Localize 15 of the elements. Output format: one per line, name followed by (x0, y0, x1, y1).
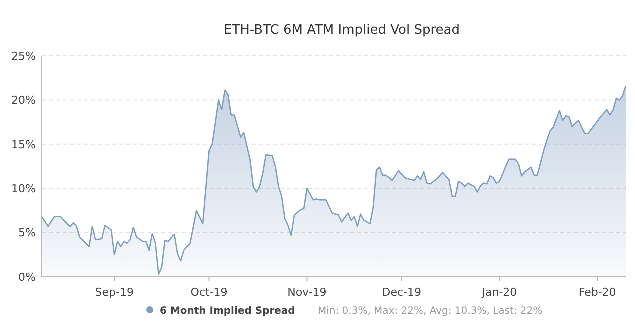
x-tick-label: Jan-20 (481, 286, 518, 299)
y-tick-label: 10% (12, 182, 36, 196)
x-tick-label: Dec-19 (382, 286, 422, 299)
x-tick-label: Oct-19 (190, 286, 228, 299)
y-tick-label: 5% (18, 226, 36, 240)
text: Min: 0.3%, Max: 22%, Avg: 10.3%, Last: 22% (318, 306, 543, 317)
y-tick-label: 25% (12, 50, 36, 63)
y-tick-label: 0% (18, 270, 36, 284)
y-tick-label: 20% (12, 94, 36, 108)
chart-title: ETH-BTC 6M ATM Implied Vol Spread (224, 23, 460, 38)
x-tick-label: Sep-19 (95, 286, 134, 299)
x-tick-label: Nov-19 (288, 286, 327, 299)
x-tick-label: Feb-20 (578, 286, 616, 299)
y-tick-label: 15% (12, 138, 36, 152)
legend-label: 6 Month Implied Spread (160, 306, 296, 317)
